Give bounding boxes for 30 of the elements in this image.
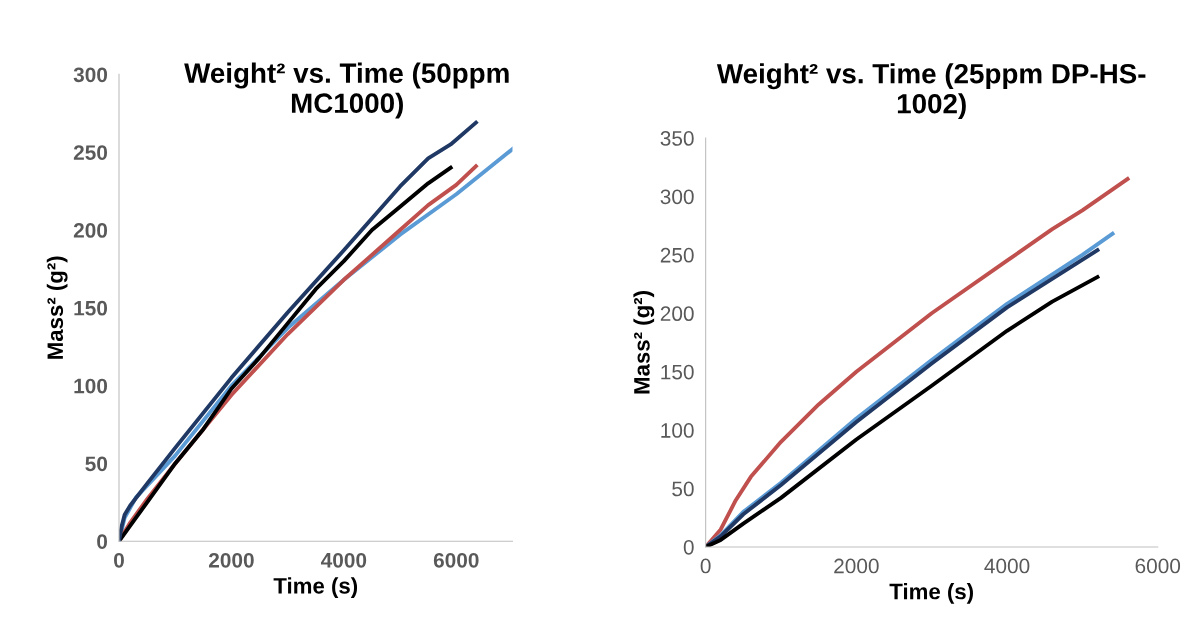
y-tick-label: 100 xyxy=(74,378,108,394)
x-tick-label: 6000 xyxy=(1135,558,1181,574)
y-tick-label: 200 xyxy=(73,223,108,238)
y-axis-title: Mass² (g²) xyxy=(633,291,655,394)
x-axis-title: Time (s) xyxy=(889,583,973,604)
y-tick-label: 0 xyxy=(683,539,694,555)
x-tick-label: 6000 xyxy=(433,552,479,568)
y-tick-label: 50 xyxy=(672,481,694,497)
y-tick-label: 250 xyxy=(660,247,694,263)
x-tick-label: 0 xyxy=(114,552,124,568)
y-tick-label: 350 xyxy=(660,131,694,146)
y-tick-label: 300 xyxy=(73,67,108,83)
x-tick-label: 2000 xyxy=(834,558,879,574)
y-tick-label: 200 xyxy=(660,306,694,322)
y-tick-label: 0 xyxy=(97,534,108,549)
y-tick-label: 150 xyxy=(74,300,108,316)
x-tick-label: 2000 xyxy=(208,552,254,568)
x-tick-label: 4000 xyxy=(984,558,1030,574)
y-axis-title: Mass² (g²) xyxy=(46,256,68,359)
chart-title: Weight² vs. Time (50ppm MC1000) xyxy=(184,62,509,119)
y-tick-label: 250 xyxy=(73,145,108,160)
x-axis-title: Time (s) xyxy=(273,577,358,599)
y-tick-label: 100 xyxy=(661,423,694,438)
chart-title: Weight² vs. Time (25ppm DP-HS-1002) xyxy=(716,63,1146,120)
y-tick-label: 300 xyxy=(660,189,694,205)
x-tick-label: 0 xyxy=(700,558,711,574)
y-tick-label: 50 xyxy=(85,456,108,472)
y-tick-label: 150 xyxy=(661,364,694,380)
x-tick-label: 4000 xyxy=(321,552,367,568)
line-series xyxy=(705,176,1130,547)
